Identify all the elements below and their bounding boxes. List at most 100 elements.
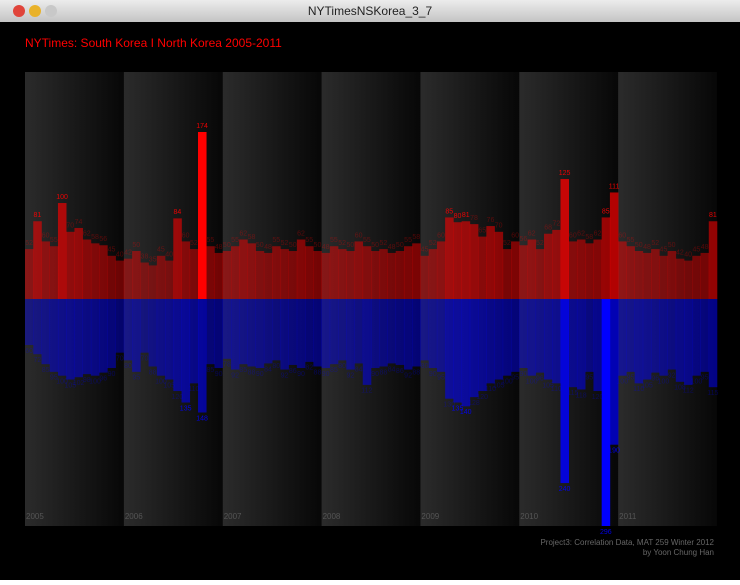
north-korea-bar [634, 299, 644, 384]
north-korea-bar [511, 299, 520, 372]
value-label: 85 [42, 367, 50, 374]
north-korea-bar [90, 299, 100, 376]
south-korea-bar [601, 217, 611, 299]
north-korea-bar [576, 299, 586, 390]
south-korea-bar [115, 260, 125, 299]
north-korea-bar [618, 299, 627, 376]
south-korea-bar [626, 246, 635, 299]
value-label: 135 [180, 405, 192, 412]
south-korea-bar [502, 249, 512, 299]
zoom-button[interactable] [45, 5, 57, 17]
value-label: 96 [651, 375, 659, 382]
value-label: 90 [429, 371, 437, 378]
north-korea-bar [198, 299, 207, 413]
value-label: 128 [468, 400, 480, 407]
value-label: 60 [618, 232, 626, 239]
south-korea-bar [90, 243, 100, 299]
value-label: 90 [108, 371, 116, 378]
south-korea-bar [478, 236, 487, 299]
value-label: 86 [396, 368, 404, 375]
value-label: 80 [124, 363, 132, 370]
value-label: 95 [585, 375, 593, 382]
value-label: 52 [503, 240, 511, 247]
north-korea-bar [173, 299, 182, 392]
south-korea-bar [667, 251, 677, 299]
north-korea-bar [502, 299, 512, 376]
value-label: 111 [609, 183, 620, 190]
north-korea-bar [651, 299, 660, 373]
north-korea-bar [552, 299, 561, 384]
minimize-button[interactable] [29, 5, 41, 17]
value-label: 74 [75, 219, 83, 226]
south-korea-bar [247, 243, 256, 299]
south-korea-bar [379, 249, 388, 299]
south-korea-bar [140, 262, 149, 299]
south-korea-bar [387, 252, 397, 299]
north-korea-bar [156, 299, 166, 376]
south-korea-bar [263, 252, 273, 299]
north-korea-bar [99, 299, 108, 373]
north-korea-bar [41, 299, 51, 365]
value-label: 112 [361, 388, 372, 395]
south-korea-bar [49, 246, 59, 299]
south-korea-bar [173, 218, 182, 299]
north-korea-bar [329, 299, 339, 365]
south-korea-bar [494, 231, 504, 299]
value-label: 58 [91, 234, 99, 241]
north-korea-bar [593, 299, 602, 392]
north-korea-bar [708, 299, 718, 388]
value-label: 42 [676, 250, 684, 257]
value-label: 115 [707, 390, 718, 397]
value-label: 81 [709, 212, 717, 219]
south-korea-bar [708, 221, 718, 299]
value-label: 90 [371, 371, 379, 378]
value-label: 35 [149, 256, 157, 263]
north-korea-bar [272, 299, 281, 361]
close-button[interactable] [13, 5, 25, 17]
value-label: 68 [544, 225, 552, 232]
north-korea-bar [74, 299, 83, 378]
south-korea-bar [675, 258, 685, 299]
south-korea-bar [436, 241, 446, 299]
value-label: 52 [25, 240, 33, 247]
value-label: 55 [50, 237, 58, 244]
north-korea-bar [436, 299, 446, 372]
value-label: 190 [608, 448, 620, 455]
south-korea-bar [651, 249, 660, 299]
title-bar [0, 0, 740, 22]
value-label: 45 [693, 247, 701, 254]
north-korea-bar [263, 299, 273, 364]
value-label: 50 [132, 242, 140, 249]
south-korea-bar [329, 246, 339, 299]
value-label: 105 [163, 382, 175, 389]
south-korea-bar [461, 221, 471, 299]
south-korea-bar [214, 252, 224, 299]
value-label: 80 [421, 363, 429, 370]
value-label: 95 [437, 375, 445, 382]
south-korea-bar [527, 239, 537, 299]
value-label: 95 [50, 375, 58, 382]
value-label: 80 [454, 213, 462, 220]
north-korea-bar [82, 299, 92, 375]
value-label: 148 [196, 415, 208, 422]
south-korea-bar [41, 241, 51, 299]
south-korea-bar [560, 179, 570, 299]
value-label: 55 [206, 237, 214, 244]
south-korea-bar [552, 229, 561, 299]
north-korea-bar [412, 299, 421, 367]
south-korea-bar [568, 241, 578, 299]
south-korea-bar [239, 239, 248, 299]
value-label: 56 [99, 236, 107, 243]
south-korea-bar [25, 249, 34, 299]
south-korea-bar [346, 251, 355, 299]
value-label: 85 [602, 208, 610, 215]
value-label: 70 [495, 223, 503, 230]
north-korea-bar [362, 299, 372, 385]
value-label: 125 [559, 170, 571, 177]
value-label: 50 [635, 242, 643, 249]
south-korea-bar [445, 217, 454, 299]
north-korea-bar [313, 299, 322, 367]
south-korea-bar [585, 243, 594, 299]
south-korea-bar [338, 249, 347, 299]
north-korea-bar [420, 299, 429, 361]
